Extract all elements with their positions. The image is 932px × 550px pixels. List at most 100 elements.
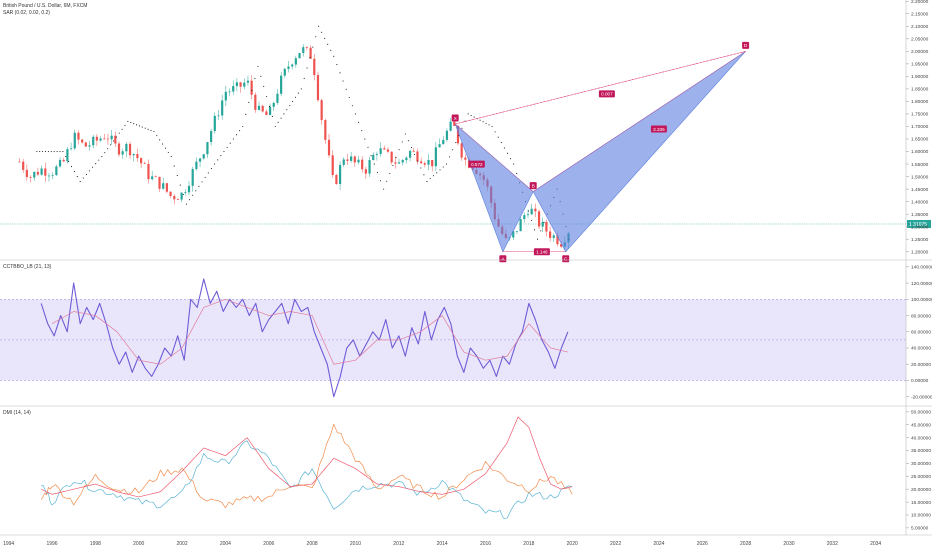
sar-dot bbox=[280, 117, 282, 119]
cctbbo-pane[interactable] bbox=[0, 278, 906, 398]
candle-body bbox=[549, 231, 552, 238]
sar-dot bbox=[101, 156, 103, 158]
sar-dot bbox=[118, 132, 120, 134]
price-pane[interactable]: 1.31075 0.572 1.146 3.336 0.007 X A B C D bbox=[0, 25, 931, 263]
dmi-adx-line bbox=[41, 416, 573, 498]
price-tick-label: 1.65000 bbox=[911, 137, 929, 143]
x-tick-label: 2006 bbox=[263, 541, 274, 547]
sar-dot bbox=[195, 190, 197, 192]
cctbbo-indicator-label: CCTBBO_LB (21, 13) bbox=[3, 264, 52, 270]
dmi-pane[interactable] bbox=[40, 416, 573, 519]
sar-dot bbox=[333, 55, 335, 57]
candle-body bbox=[379, 148, 382, 154]
sar-dot bbox=[348, 96, 350, 99]
candle-body bbox=[235, 82, 239, 87]
sar-dot bbox=[389, 172, 391, 174]
candle-body bbox=[346, 159, 349, 161]
sar-dot bbox=[513, 163, 515, 165]
candle-body bbox=[187, 185, 191, 193]
sar-dot bbox=[248, 101, 250, 103]
sar-dot bbox=[401, 141, 403, 143]
x-tick-label: 2000 bbox=[133, 541, 144, 547]
sar-dot bbox=[473, 116, 475, 118]
sar-dot bbox=[229, 142, 231, 144]
sar-dot bbox=[543, 221, 545, 224]
candle-body bbox=[140, 158, 143, 164]
sar-dot bbox=[150, 129, 152, 131]
candle-body bbox=[445, 130, 449, 140]
dmi-tick-label: 45.00000 bbox=[911, 422, 931, 428]
candle-body bbox=[364, 169, 367, 174]
sar-dot bbox=[147, 128, 149, 130]
x-tick-label: 2002 bbox=[177, 541, 188, 547]
price-tick-label: 1.60000 bbox=[911, 149, 929, 155]
candle-body bbox=[84, 142, 87, 147]
pattern-point-box bbox=[499, 255, 507, 263]
candle-body bbox=[239, 82, 242, 87]
candle-body bbox=[526, 214, 530, 216]
sar-dot bbox=[112, 140, 114, 142]
sar-dot bbox=[312, 46, 314, 48]
sar-dot bbox=[379, 180, 382, 182]
sar-dot bbox=[439, 169, 441, 171]
cctbbo-signal-line bbox=[51, 298, 568, 365]
candle-body bbox=[556, 235, 559, 245]
sar-dot bbox=[420, 167, 422, 169]
pattern-point-box bbox=[742, 41, 750, 49]
dmi-indicator-label: DMI (14, 14) bbox=[3, 410, 31, 416]
sar-dot bbox=[121, 128, 123, 130]
sar-dot bbox=[330, 49, 332, 51]
sar-dot bbox=[292, 100, 294, 102]
candle-body bbox=[69, 148, 73, 150]
dmi-tick-label: 15.00000 bbox=[911, 500, 931, 506]
sar-dot bbox=[407, 140, 409, 142]
candle-body bbox=[353, 156, 356, 163]
candle-body bbox=[147, 163, 150, 180]
sar-dot bbox=[449, 156, 451, 158]
price-tick-label: 1.25000 bbox=[911, 237, 929, 243]
sar-dot bbox=[36, 150, 38, 153]
dmi-tick-label: 25.00000 bbox=[911, 474, 931, 480]
sar-dot bbox=[289, 105, 291, 107]
pattern-point-label: D bbox=[744, 43, 748, 49]
sar-dot bbox=[491, 125, 493, 128]
last-price-text: 1.31075 bbox=[909, 222, 927, 228]
candle-body bbox=[128, 143, 132, 156]
dmi-tick-label: 30.00000 bbox=[911, 461, 931, 467]
price-tick-label: 1.30000 bbox=[911, 224, 929, 230]
sar-dot bbox=[494, 131, 496, 133]
candle-body bbox=[92, 136, 95, 146]
sar-dot bbox=[95, 163, 97, 165]
sar-dot bbox=[109, 144, 112, 146]
ratio-label-box bbox=[650, 125, 667, 133]
candle-body bbox=[198, 158, 202, 162]
sar-indicator-label: SAR (0.02, 0.02, 0.2) bbox=[3, 10, 50, 16]
candle-body bbox=[335, 175, 338, 184]
sar-dot bbox=[432, 175, 435, 177]
price-tick-label: 1.85000 bbox=[911, 87, 929, 93]
sar-dot bbox=[263, 85, 265, 87]
candle-body bbox=[117, 143, 121, 155]
candle-body bbox=[386, 149, 390, 152]
candle-body bbox=[36, 171, 40, 175]
sar-dot bbox=[141, 126, 143, 128]
candle-body bbox=[534, 208, 537, 212]
candle-body bbox=[324, 120, 327, 140]
pattern-xab-triangle bbox=[454, 123, 534, 253]
candle-body bbox=[191, 169, 194, 186]
ratio-label: 3.336 bbox=[653, 127, 665, 132]
sar-dot bbox=[53, 150, 55, 153]
chart-title: British Pound / U.S. Dollar, 6M, FXCM bbox=[3, 3, 88, 9]
candle-body bbox=[320, 100, 323, 121]
pattern-ratio-line bbox=[455, 51, 746, 125]
candle-body bbox=[283, 68, 286, 76]
candle-body bbox=[99, 138, 102, 141]
candle-body bbox=[265, 111, 268, 116]
candle-body bbox=[125, 143, 128, 152]
dmi-tick-label: 50.00000 bbox=[911, 410, 931, 416]
sar-dot bbox=[410, 147, 413, 149]
candle-body bbox=[246, 80, 250, 83]
x-tick-label: 2034 bbox=[870, 541, 881, 547]
sar-dot bbox=[185, 203, 187, 205]
sar-dot bbox=[44, 150, 47, 153]
